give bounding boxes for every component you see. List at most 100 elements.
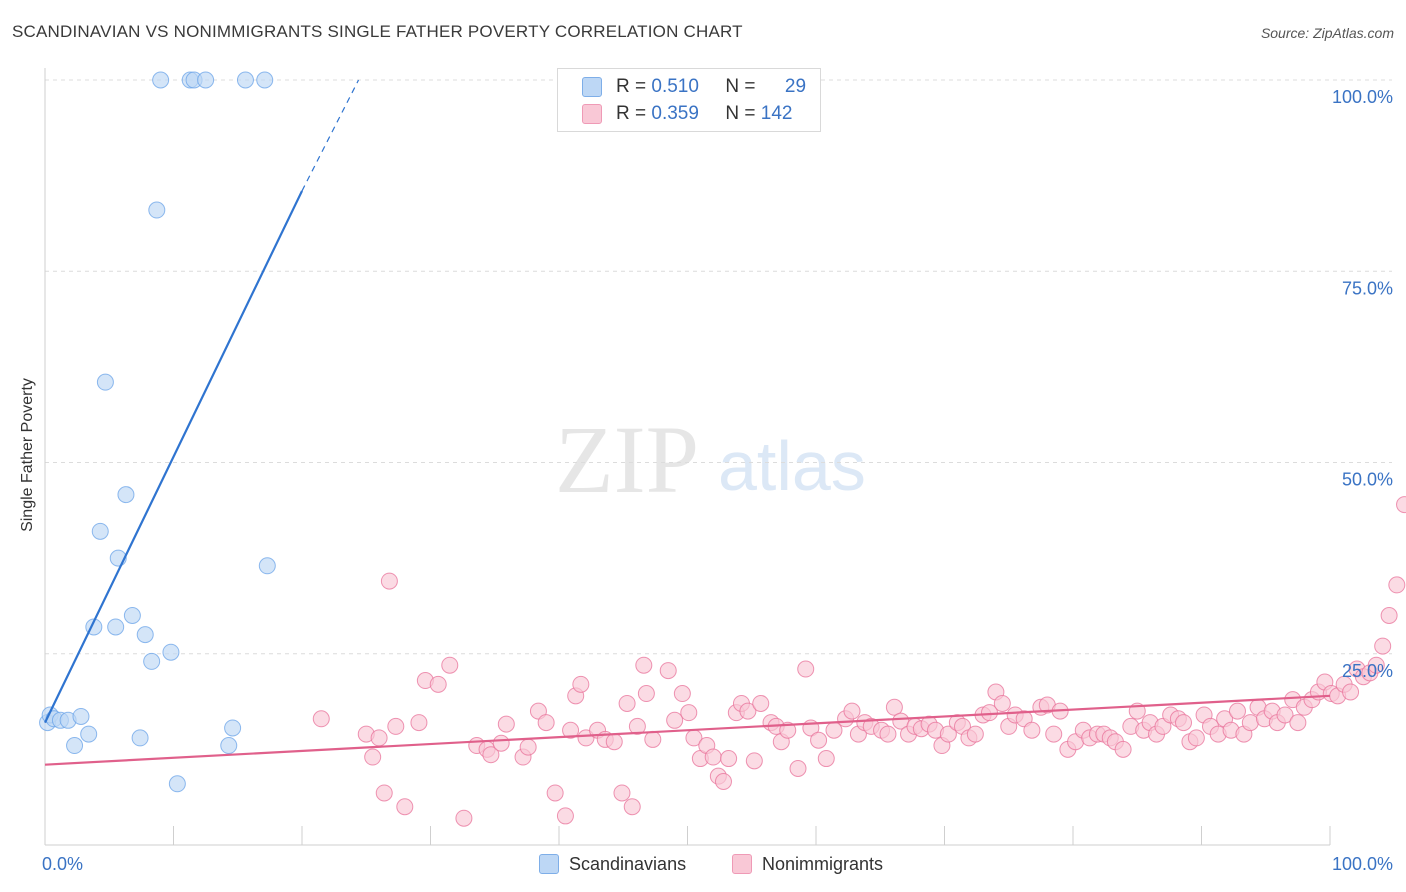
legend-n-label: N = <box>725 103 756 124</box>
chart-title: SCANDINAVIAN VS NONIMMIGRANTS SINGLE FAT… <box>12 22 743 41</box>
scandinavian-point <box>220 737 238 755</box>
legend-r-label: R = <box>616 103 647 124</box>
nonimmigrant-point <box>939 725 957 743</box>
scandinavian-point <box>131 729 149 747</box>
bottom-legend-scandinavians: Scandinavians <box>539 852 686 876</box>
legend-label-scandinavians: Scandinavians <box>569 853 687 874</box>
nonimmigrant-point <box>659 662 677 680</box>
nonimmigrant-point <box>387 717 405 735</box>
scandinavian-point <box>143 652 161 670</box>
nonimmigrant-point <box>810 731 828 749</box>
legend-r-value: 0.510 <box>651 76 699 97</box>
scandinavian-point <box>136 626 154 644</box>
nonimmigrant-point <box>797 660 815 678</box>
nonimmigrant-point <box>628 717 646 735</box>
nonimmigrant-point <box>779 721 797 739</box>
scandinavian-point <box>258 557 276 575</box>
x-tick-label: 0.0% <box>42 854 83 874</box>
bottom-legend-nonimmigrants: Nonimmigrants <box>732 852 883 876</box>
nonimmigrant-point <box>993 694 1011 712</box>
nonimmigrant-point <box>1342 683 1360 701</box>
nonimmigrant-point <box>720 750 738 768</box>
scandinavian-point <box>107 618 125 636</box>
nonimmigrant-trend-line <box>44 694 1331 766</box>
nonimmigrant-point <box>1114 740 1132 758</box>
watermark-atlas: atlas <box>718 427 866 505</box>
nonimmigrant-point <box>375 784 393 802</box>
legend-swatch-pink <box>732 854 752 874</box>
legend-r-value: 0.359 <box>651 103 699 124</box>
scandinavian-point <box>162 643 180 661</box>
nonimmigrant-point <box>1374 637 1392 655</box>
nonimmigrant-point <box>556 807 574 825</box>
nonimmigrant-point <box>704 748 722 766</box>
nonimmigrant-point <box>1367 656 1385 674</box>
nonimmigrant-point <box>380 572 398 590</box>
legend-row-nonimmigrants: R = 0.359 N = 142 <box>582 102 801 126</box>
nonimmigrant-point <box>1241 714 1259 732</box>
nonimmigrant-point <box>1276 706 1294 724</box>
nonimmigrant-point <box>1045 725 1063 743</box>
nonimmigrant-point <box>714 773 732 791</box>
nonimmigrant-point <box>1187 729 1205 747</box>
scandinavian-point <box>148 201 166 219</box>
nonimmigrant-point <box>429 675 447 693</box>
legend-n-value: 142 <box>760 103 793 124</box>
nonimmigrant-point <box>817 750 835 768</box>
nonimmigrant-point <box>1228 702 1246 720</box>
nonimmigrant-point <box>441 656 459 674</box>
scandinavian-trend-line <box>44 190 303 724</box>
scandinavian-point <box>123 607 141 624</box>
nonimmigrant-point <box>1388 576 1406 594</box>
nonimmigrant-point <box>618 694 636 712</box>
nonimmigrant-point <box>519 738 537 756</box>
nonimmigrant-point <box>745 752 763 770</box>
scandinavian-point <box>91 522 109 540</box>
legend-n-value: 29 <box>784 76 807 97</box>
nonimmigrant-point <box>635 656 653 674</box>
nonimmigrant-point <box>364 748 382 766</box>
y-tick-label: 25.0% <box>1342 661 1393 681</box>
nonimmigrant-point <box>455 809 473 827</box>
source-credit: Source: ZipAtlas.com <box>1260 25 1394 41</box>
nonimmigrant-point <box>613 784 631 802</box>
y-tick-label: 100.0% <box>1332 87 1393 107</box>
nonimmigrant-point <box>497 715 515 733</box>
nonimmigrant-point <box>537 714 555 732</box>
nonimmigrant-point <box>1023 721 1041 739</box>
nonimmigrant-point <box>843 702 861 720</box>
x-tick-label: 100.0% <box>1332 854 1393 874</box>
scandinavian-point <box>66 737 84 755</box>
legend-swatch-blue <box>582 77 602 97</box>
legend-swatch-pink <box>582 104 602 124</box>
legend-n-label: N = <box>725 76 756 97</box>
scandinavian-point <box>80 725 98 743</box>
nonimmigrant-point <box>966 725 984 743</box>
y-tick-label: 75.0% <box>1342 278 1393 298</box>
nonimmigrant-point <box>885 698 903 716</box>
nonimmigrant-point <box>637 685 655 703</box>
scandinavian-point <box>197 71 215 89</box>
scandinavian-point <box>168 775 186 793</box>
scandinavian-point <box>96 373 114 391</box>
scandinavian-point <box>117 486 135 504</box>
scandinavian-point <box>236 71 254 89</box>
nonimmigrant-point <box>492 734 510 752</box>
nonimmigrant-point <box>739 702 757 720</box>
nonimmigrant-point <box>666 711 684 729</box>
nonimmigrant-point <box>1289 714 1307 732</box>
nonimmigrant-point <box>752 694 770 712</box>
scandinavian-point <box>256 71 274 89</box>
scandinavian-trend-extension <box>301 79 360 192</box>
nonimmigrant-point <box>879 725 897 743</box>
nonimmigrant-point <box>605 733 623 751</box>
watermark-zip: ZIP <box>555 406 699 513</box>
nonimmigrant-point <box>370 729 388 747</box>
legend-r-label: R = <box>616 76 647 97</box>
legend-swatch-blue <box>539 854 559 874</box>
nonimmigrant-point <box>623 798 641 816</box>
legend-label-nonimmigrants: Nonimmigrants <box>762 853 884 874</box>
nonimmigrant-point <box>312 710 330 728</box>
nonimmigrant-point <box>482 746 500 764</box>
